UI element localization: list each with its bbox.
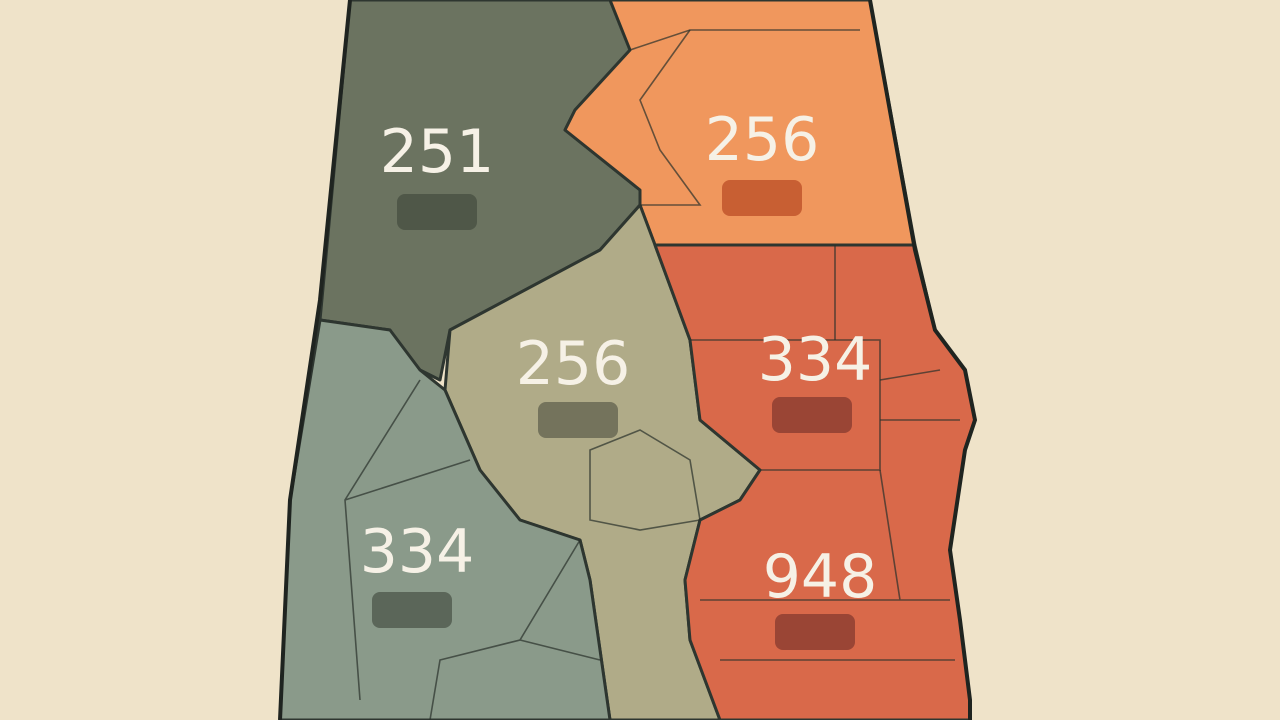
phone-icon <box>775 614 855 650</box>
state-outline <box>278 0 978 720</box>
region-label-334-east: 334 <box>758 325 873 395</box>
region-label-251: 251 <box>380 117 495 187</box>
phone-icon <box>772 397 852 433</box>
region-label-256-central: 256 <box>516 329 631 399</box>
phone-icon <box>397 194 477 230</box>
phone-icon <box>722 180 802 216</box>
region-label-256-north: 256 <box>705 105 820 175</box>
phone-icon <box>538 402 618 438</box>
county-borders <box>344 0 960 720</box>
phone-icons <box>372 180 855 650</box>
region-label-334-west: 334 <box>360 517 475 587</box>
region-label-948: 948 <box>763 542 878 612</box>
phone-icon <box>372 592 452 628</box>
